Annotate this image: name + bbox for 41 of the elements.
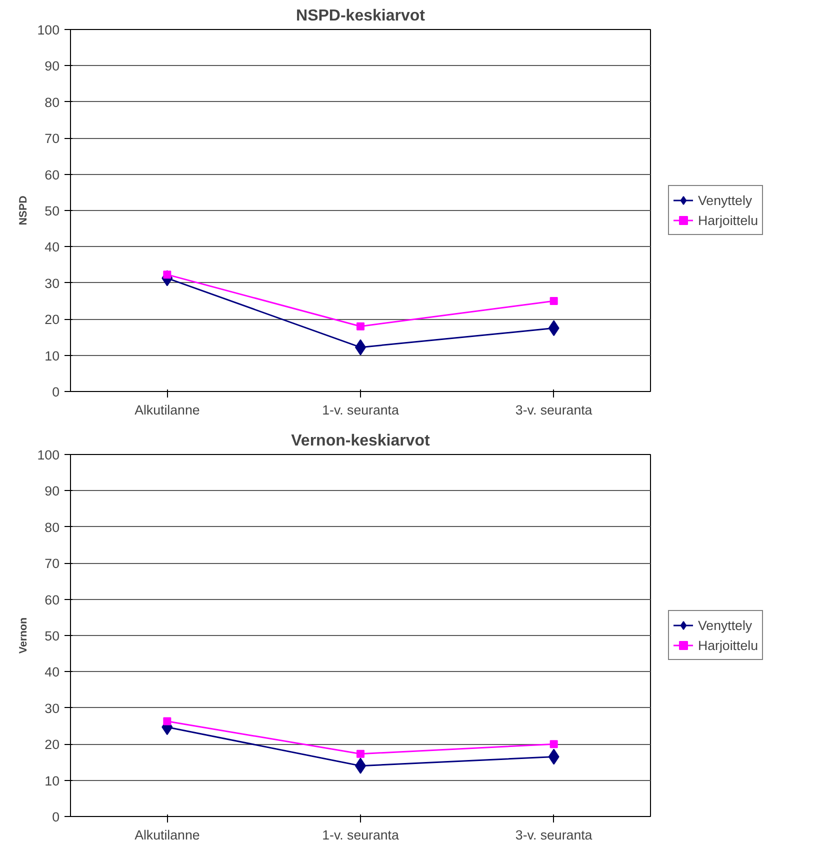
legend-label: Harjoittelu <box>698 212 758 228</box>
y-tick-label: 20 <box>44 737 60 752</box>
y-axis-title: Vernon <box>17 617 30 654</box>
y-tick-label: 30 <box>44 276 60 291</box>
legend-label: Venyttely <box>698 618 752 632</box>
y-tick-label: 40 <box>44 664 60 680</box>
y-tick-label: 70 <box>44 131 60 146</box>
y-tick-label: 60 <box>44 592 60 608</box>
y-tick-label: 90 <box>44 484 60 499</box>
point <box>356 322 364 330</box>
y-tick-label: 50 <box>44 204 60 218</box>
x-tick-label: 3-v. seuranta <box>515 828 593 842</box>
point <box>163 717 172 726</box>
x-tick-label: 3-v. seuranta <box>515 402 593 418</box>
x-tick-label: Alkutilanne <box>134 828 200 842</box>
y-tick-label: 30 <box>44 700 60 716</box>
y-tick-label: 90 <box>44 58 60 74</box>
y-tick-label: 100 <box>37 448 60 462</box>
y-tick-label: 0 <box>52 810 60 824</box>
y-tick-label: 80 <box>44 520 60 535</box>
x-tick-label: 1-v. seuranta <box>322 402 400 418</box>
y-tick-label: 10 <box>44 348 60 364</box>
y-tick-label: 50 <box>44 628 60 644</box>
point <box>356 750 364 758</box>
y-tick-label: 40 <box>44 240 60 255</box>
y-tick-label: 70 <box>44 556 60 572</box>
y-tick-label: 0 <box>52 384 60 400</box>
chart-title: Vernon-keskiarvot <box>291 432 431 450</box>
x-tick-label: 1-v. seuranta <box>322 828 400 842</box>
legend-label: Harjoittelu <box>698 638 758 652</box>
point <box>550 297 558 305</box>
y-tick-label: 20 <box>44 312 60 328</box>
y-tick-label: 100 <box>37 22 60 38</box>
y-axis-title: NSPD <box>17 195 30 226</box>
legend-label: Venyttely <box>698 192 752 208</box>
y-tick-label: 80 <box>44 94 60 110</box>
y-tick-label: 60 <box>44 167 60 182</box>
x-tick-label: Alkutilanne <box>134 402 200 418</box>
point <box>550 740 558 748</box>
y-tick-label: 10 <box>44 773 60 788</box>
chart-title: NSPD-keskiarvot <box>296 8 426 24</box>
